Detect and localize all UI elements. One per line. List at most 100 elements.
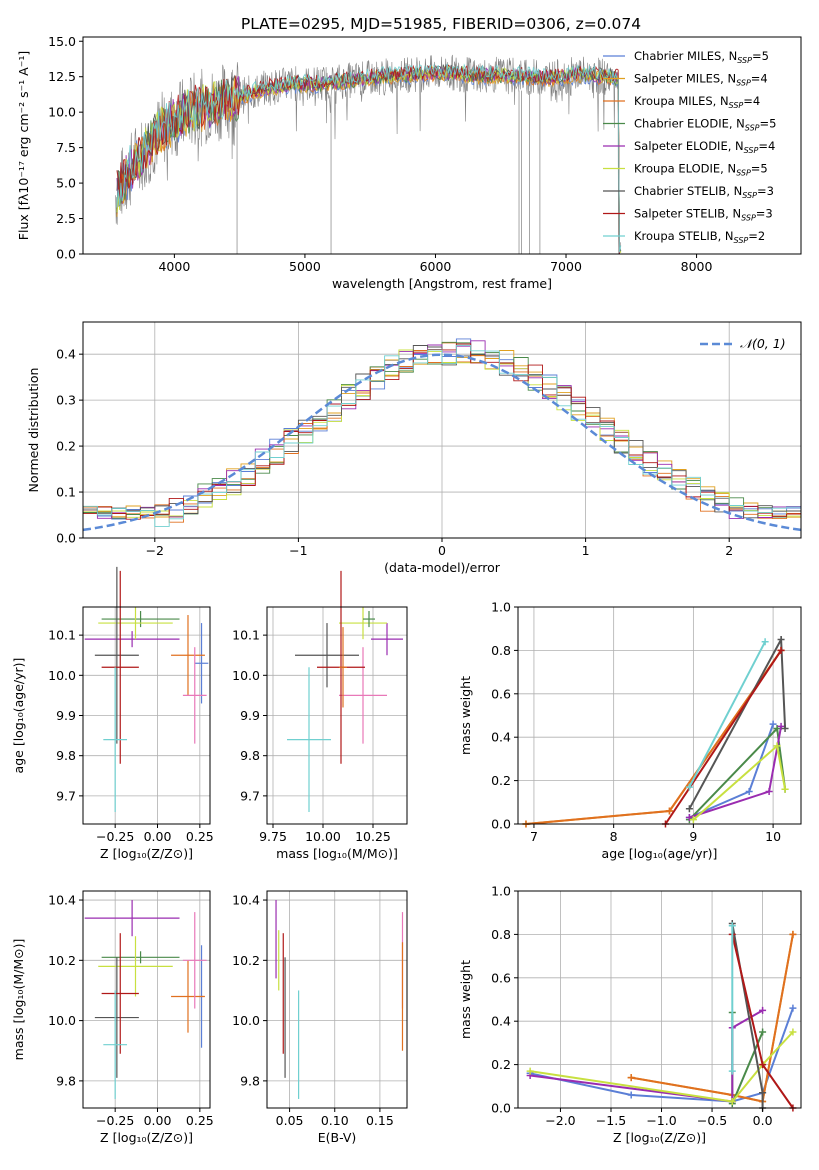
weight-vs-age-panel: 7 8 9 10 0.0 0.2 0.4 0.6 0.8 1.0 age [log₁₀(age/yr… [458, 600, 802, 861]
weight-vs-age-x-label: age [log₁₀(age/yr)] [602, 846, 718, 861]
age-vs-Z-y-label: age [log₁₀(age/yr)] [11, 658, 26, 774]
age-vs-mass-y-tick-label: 10.0 [232, 668, 260, 683]
weight-marker [789, 1004, 797, 1012]
spectrum-y-tick-label: 10.0 [48, 105, 76, 120]
weight-marker [777, 646, 785, 654]
model-spectrum [116, 63, 622, 253]
age-vs-mass-y-tick-label: 9.7 [240, 788, 260, 803]
age-vs-mass-x-tick-label: 9.75 [259, 829, 287, 844]
mass-vs-Z-y-tick-label: 10.0 [48, 1013, 76, 1028]
age-vs-mass-x-tick-label: 10.25 [355, 829, 391, 844]
axes-frame [517, 606, 802, 825]
histogram-y-tick-label: 0.4 [56, 347, 76, 362]
mass-vs-EBV-y-tick-label: 9.8 [240, 1073, 260, 1088]
weight-vs-age-x-tick-label: 8 [610, 829, 618, 844]
weight-vs-age-y-label: mass weight [458, 676, 473, 755]
histogram-x-label: (data-model)/error [384, 560, 501, 575]
mass-vs-EBV-x-tick-label: 0.15 [366, 1113, 394, 1128]
weight-vs-Z-x-tick-label: −1.0 [646, 1113, 676, 1128]
mass-vs-Z-x-tick-label: 0.25 [186, 1113, 214, 1128]
histogram-x-tick-label: 2 [725, 543, 733, 558]
age-vs-Z-x-tick-label: 0.00 [144, 829, 172, 844]
age-vs-mass-y-tick-label: 9.9 [240, 708, 260, 723]
spectrum-y-tick-label: 0.0 [56, 247, 76, 262]
spectrum-x-tick-label: 6000 [420, 259, 452, 274]
weight-vs-Z-y-tick-label: 0.8 [491, 927, 511, 942]
weight-marker [759, 1006, 767, 1014]
mass-vs-EBV-y-tick-label: 10.0 [232, 1013, 260, 1028]
weight-marker [759, 1061, 767, 1069]
weight-marker [685, 783, 693, 791]
spectrum-y-tick-label: 7.5 [56, 140, 76, 155]
age-vs-mass-x-label: mass [log₁₀(M/M⊙)] [276, 846, 398, 861]
weight-marker [765, 787, 773, 795]
legend-entry: Salpeter MILES, NSSP=4 [634, 72, 768, 88]
legend-entry: Chabrier STELIB, NSSP=3 [634, 184, 774, 200]
axes-frame [82, 36, 802, 255]
histogram-x-tick-label: −2 [146, 543, 164, 558]
spectrum-y-tick-label: 2.5 [56, 211, 76, 226]
legend-entry: Salpeter STELIB, NSSP=3 [634, 207, 773, 223]
weight-marker [685, 813, 693, 821]
spectrum-y-tick-label: 15.0 [48, 34, 76, 49]
spectrum-x-tick-label: 5000 [289, 259, 321, 274]
age-vs-Z-y-tick-label: 9.8 [56, 748, 76, 763]
model-spectrum [116, 64, 621, 255]
age-vs-mass-panel: 9.75 10.00 10.25 9.7 9.8 9.9 10.0 10.1 mass [log… [232, 570, 408, 861]
mass-vs-Z-y-tick-label: 10.4 [48, 893, 76, 908]
weight-vs-age-x-tick-label: 10 [765, 829, 781, 844]
weight-vs-age-y-tick-label: 0.6 [491, 686, 511, 701]
weight-vs-Z-x-tick-label: −1.5 [596, 1113, 626, 1128]
legend-entry: Chabrier MILES, NSSP=5 [634, 49, 769, 65]
weight-marker [777, 636, 785, 644]
mass-vs-EBV-x-tick-label: 0.10 [321, 1113, 349, 1128]
weight-marker [789, 1028, 797, 1036]
weight-line [688, 726, 787, 821]
weight-marker [745, 787, 753, 795]
weight-vs-age-x-tick-label: 7 [530, 829, 538, 844]
weight-vs-Z-y-tick-label: 0.0 [491, 1101, 511, 1116]
weight-marker [773, 742, 781, 750]
histogram-y-label: Normed distribution [26, 368, 41, 493]
age-vs-Z-y-tick-label: 10.1 [48, 628, 76, 643]
age-vs-Z-y-tick-label: 9.9 [56, 708, 76, 723]
figure-title: PLATE=0295, MJD=51985, FIBERID=0306, z=0… [241, 15, 641, 33]
weight-marker [759, 1028, 767, 1036]
histogram-y-tick-label: 0.0 [56, 531, 76, 546]
weight-marker [777, 722, 785, 730]
histogram-x-tick-label: 0 [438, 543, 446, 558]
spectrum-panel: 4000 5000 6000 7000 8000 0.0 2.5 5.0 7.5 10.0 12.5… [16, 34, 802, 291]
axes-frame [517, 890, 802, 1109]
weight-marker [789, 930, 797, 938]
mass-vs-Z-x-tick-label: −0.25 [96, 1113, 134, 1128]
age-vs-Z-x-label: Z [log₁₀(Z/Z⊙)] [100, 846, 193, 861]
weight-marker [769, 720, 777, 728]
weight-vs-Z-x-tick-label: −0.5 [697, 1113, 727, 1128]
legend-entry: Kroupa ELODIE, NSSP=5 [634, 162, 768, 178]
weight-marker [627, 1074, 635, 1082]
weight-vs-age-y-tick-label: 0.4 [491, 730, 511, 745]
legend-entry: 𝒩(0, 1) [740, 336, 786, 351]
mass-vs-EBV-y-tick-label: 10.4 [232, 893, 260, 908]
weight-marker [665, 807, 673, 815]
age-vs-Z-x-tick-label: 0.25 [186, 829, 214, 844]
weight-marker [526, 1067, 534, 1075]
weight-marker [685, 805, 693, 813]
weight-marker [689, 816, 697, 824]
mass-vs-EBV-x-label: E(B-V) [318, 1130, 357, 1145]
spectrum-y-label: Flux [fλ10⁻¹⁷ erg cm⁻² s⁻¹ A⁻¹] [16, 51, 31, 240]
spectrum-x-tick-label: 8000 [681, 259, 713, 274]
weight-vs-Z-x-tick-label: 0.0 [753, 1113, 773, 1128]
weight-marker [773, 725, 781, 733]
weight-line [529, 1031, 794, 1103]
histogram-step [83, 344, 801, 527]
spectrum-x-tick-label: 7000 [550, 259, 582, 274]
mass-vs-EBV-panel: 0.05 0.10 0.15 9.8 10.0 10.2 10.4 E(B-V) [232, 890, 408, 1145]
histogram-x-tick-label: −1 [289, 543, 307, 558]
spectrum-y-tick-label: 5.0 [56, 176, 76, 191]
mass-vs-Z-x-label: Z [log₁₀(Z/Z⊙)] [100, 1130, 193, 1145]
age-vs-Z-y-tick-label: 9.7 [56, 788, 76, 803]
weight-marker [781, 725, 789, 733]
weight-vs-Z-y-label: mass weight [458, 960, 473, 1039]
mass-vs-Z-panel: −0.25 0.00 0.25 9.8 10.0 10.2 10.4 Z [log₁₀(Z/Z… [11, 890, 214, 1145]
